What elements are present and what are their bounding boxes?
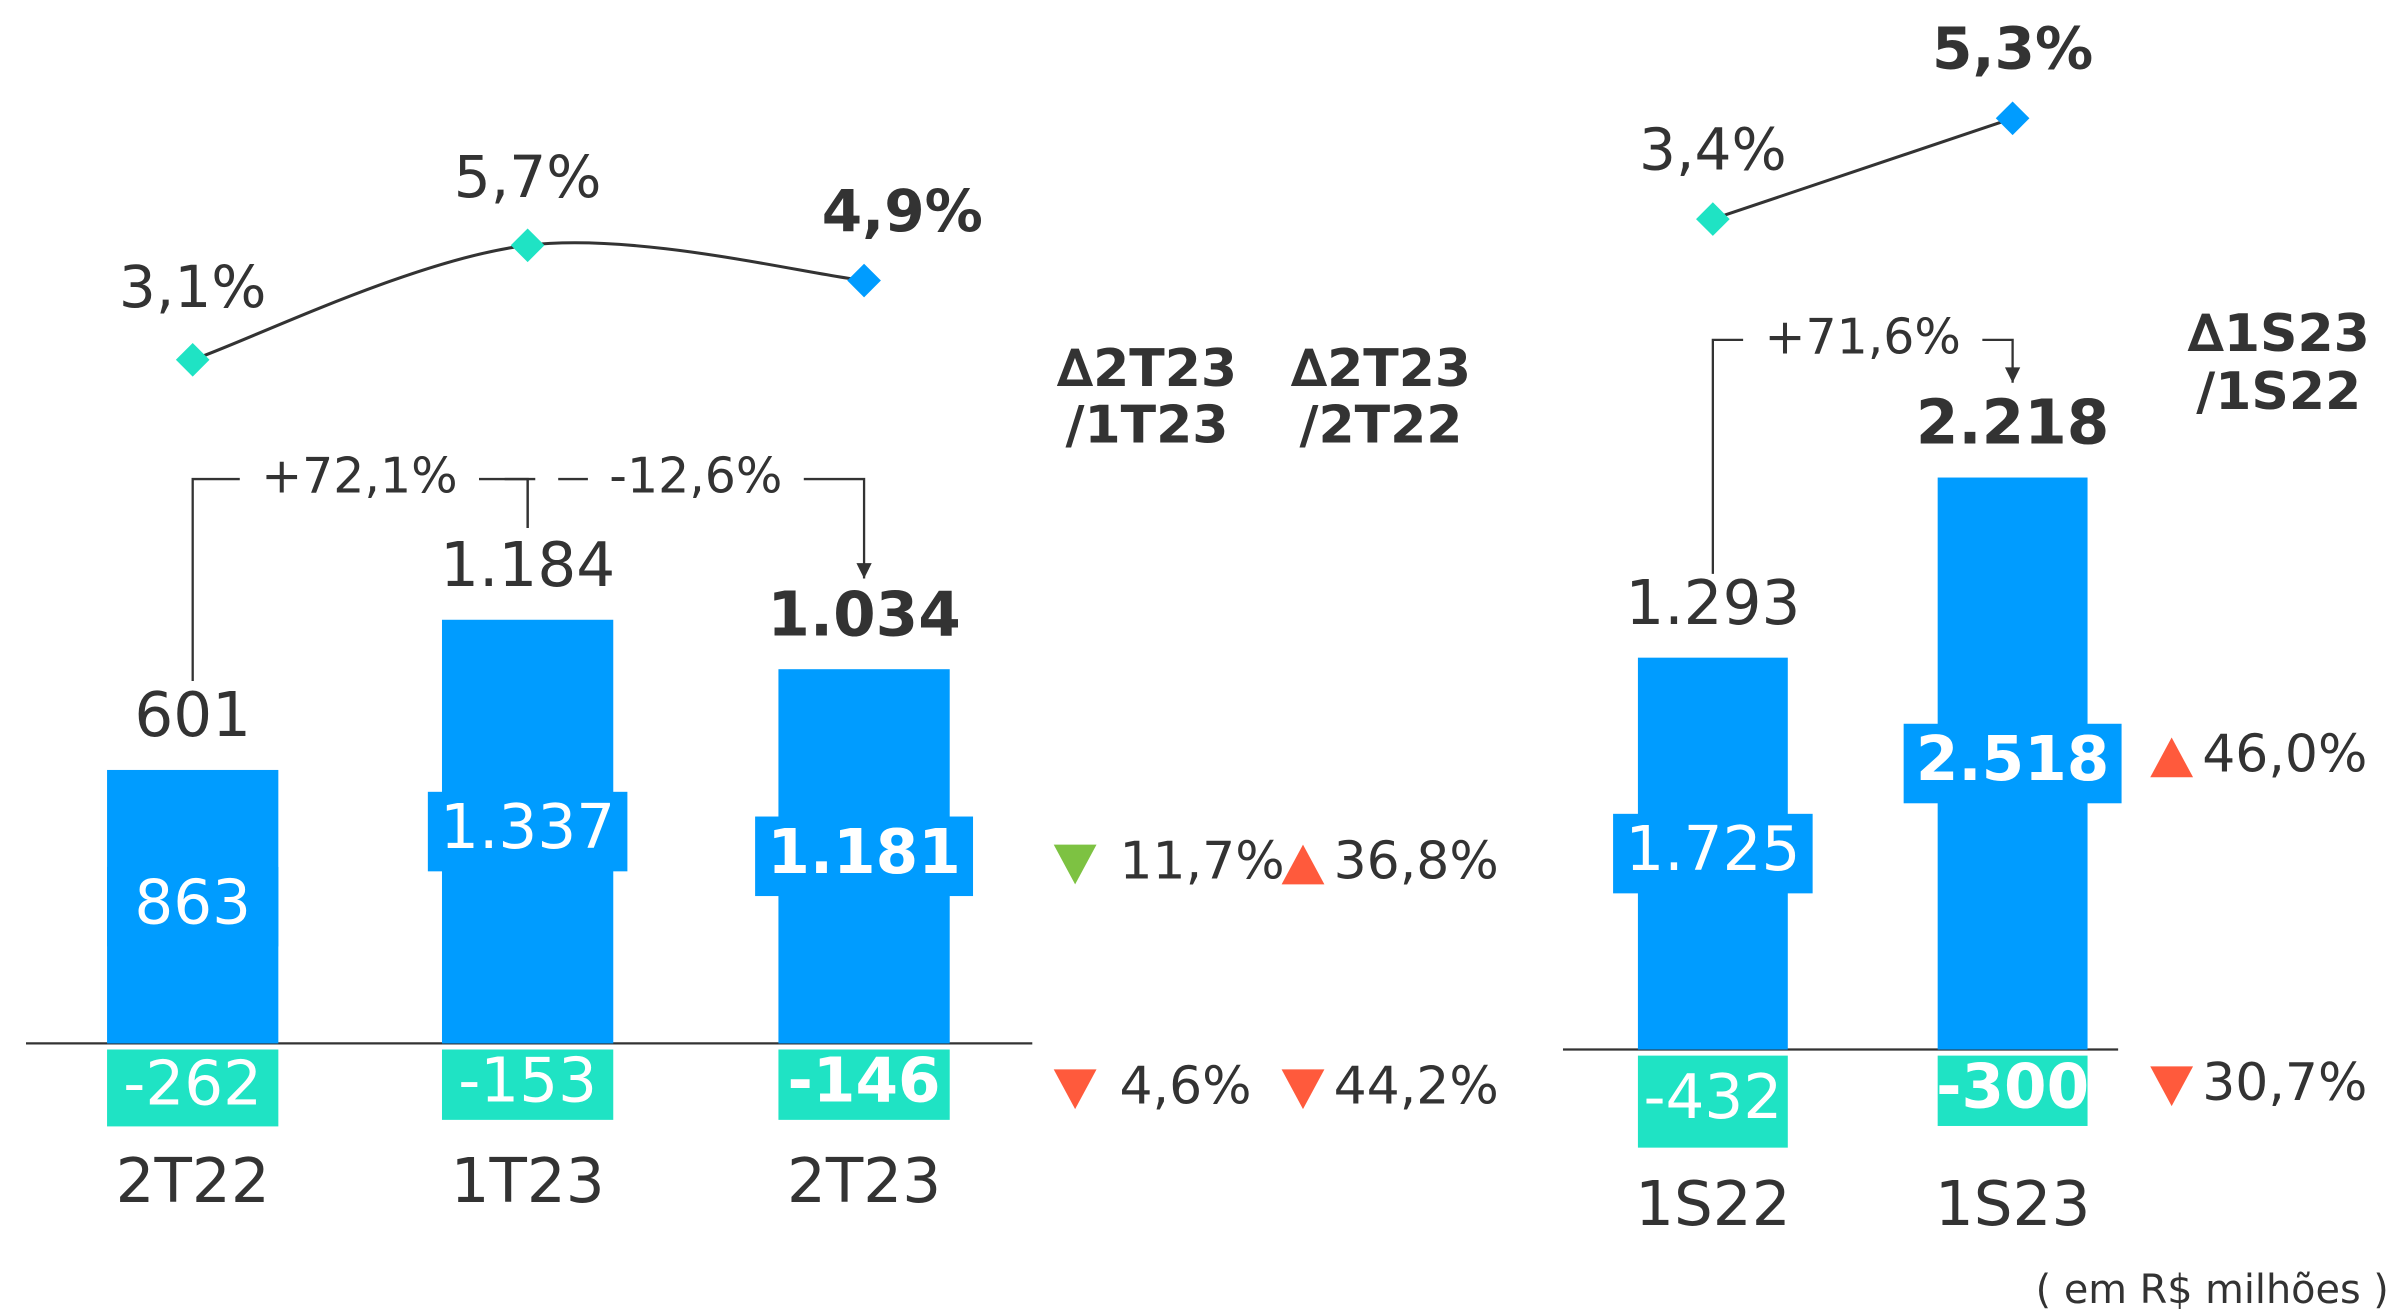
variation-header: ∆2T23 <box>1057 339 1237 399</box>
negative-bar <box>107 1049 279 1127</box>
bracket <box>1982 338 2014 383</box>
positive-label: 863 <box>134 867 251 938</box>
variation-label: 30,7% <box>2202 1053 2367 1113</box>
negative-bar <box>1637 1055 1788 1148</box>
positive-label: 1.725 <box>1625 814 1800 885</box>
label-box <box>1903 723 2122 804</box>
margin-marker <box>510 228 545 263</box>
variation-header: ∆1S23 <box>2188 304 2370 364</box>
variation-arrow <box>1053 844 1097 885</box>
negative-label: -146 <box>788 1045 941 1116</box>
change-label: +72,1% <box>261 448 457 505</box>
label-box <box>107 866 279 947</box>
total-label: 601 <box>134 680 251 751</box>
margin-marker <box>1995 101 2030 136</box>
label-box <box>427 791 628 872</box>
variation-arrow <box>2150 1066 2194 1107</box>
negative-bar <box>1937 1055 2088 1126</box>
bracket <box>803 477 866 579</box>
variation-arrow <box>1281 1069 1325 1110</box>
variation-header: /1S22 <box>2196 362 2361 422</box>
variation-header: ∆2T23 <box>1291 339 1471 399</box>
margin-marker <box>847 263 881 298</box>
margin-marker <box>175 342 210 377</box>
negative-label: -432 <box>1643 1062 1782 1133</box>
total-label: 1.034 <box>767 579 960 650</box>
variation-header: /2T22 <box>1300 396 1463 456</box>
variation-label: 36,8% <box>1334 831 1499 891</box>
category-label: 1T23 <box>451 1146 605 1217</box>
bracket <box>191 477 240 681</box>
variation-arrow <box>1053 1069 1097 1110</box>
total-label: 1.293 <box>1625 568 1800 639</box>
variation-label: 11,7% <box>1119 831 1284 891</box>
negative-label: -262 <box>123 1049 262 1120</box>
category-label: 2T23 <box>787 1146 941 1217</box>
change-label: +71,6% <box>1765 308 1961 365</box>
margin-line <box>1712 116 2014 221</box>
change-label: -12,6% <box>609 448 782 505</box>
negative-label: -153 <box>458 1045 597 1116</box>
category-label: 2T22 <box>116 1146 270 1217</box>
margin-label: 3,1% <box>119 253 267 321</box>
category-label: 1S23 <box>1935 1169 2091 1240</box>
negative-label: -300 <box>1936 1051 2089 1122</box>
label-box <box>1613 813 1813 894</box>
variation-arrow <box>2150 737 2194 778</box>
variation-header: /1T23 <box>1066 396 1229 456</box>
arrow-head <box>2004 367 2021 383</box>
variation-label: 46,0% <box>2202 724 2367 784</box>
bracket <box>1711 338 1744 574</box>
positive-label: 1.337 <box>440 792 615 863</box>
total-label: 1.184 <box>440 530 615 601</box>
footnote: ( em R$ milhões ) <box>2036 1267 2389 1313</box>
margin-marker <box>1696 202 1730 236</box>
arrow-head <box>856 563 872 579</box>
variation-arrow <box>1281 844 1325 885</box>
positive-label: 2.518 <box>1916 724 2109 795</box>
margin-label: 4,9% <box>822 177 983 245</box>
margin-label: 3,4% <box>1639 115 1787 183</box>
negative-bar <box>778 1049 950 1120</box>
total-label: 2.218 <box>1916 388 2109 459</box>
bracket <box>479 477 529 529</box>
variation-label: 44,2% <box>1334 1056 1499 1116</box>
negative-bar <box>441 1049 614 1120</box>
category-label: 1S22 <box>1635 1169 1791 1240</box>
margin-label: 5,3% <box>1932 15 2093 83</box>
margin-label: 5,7% <box>454 143 602 211</box>
bracket <box>504 477 536 529</box>
label-box <box>755 816 974 897</box>
variation-label: 4,6% <box>1119 1056 1251 1116</box>
positive-label: 1.181 <box>767 817 960 888</box>
